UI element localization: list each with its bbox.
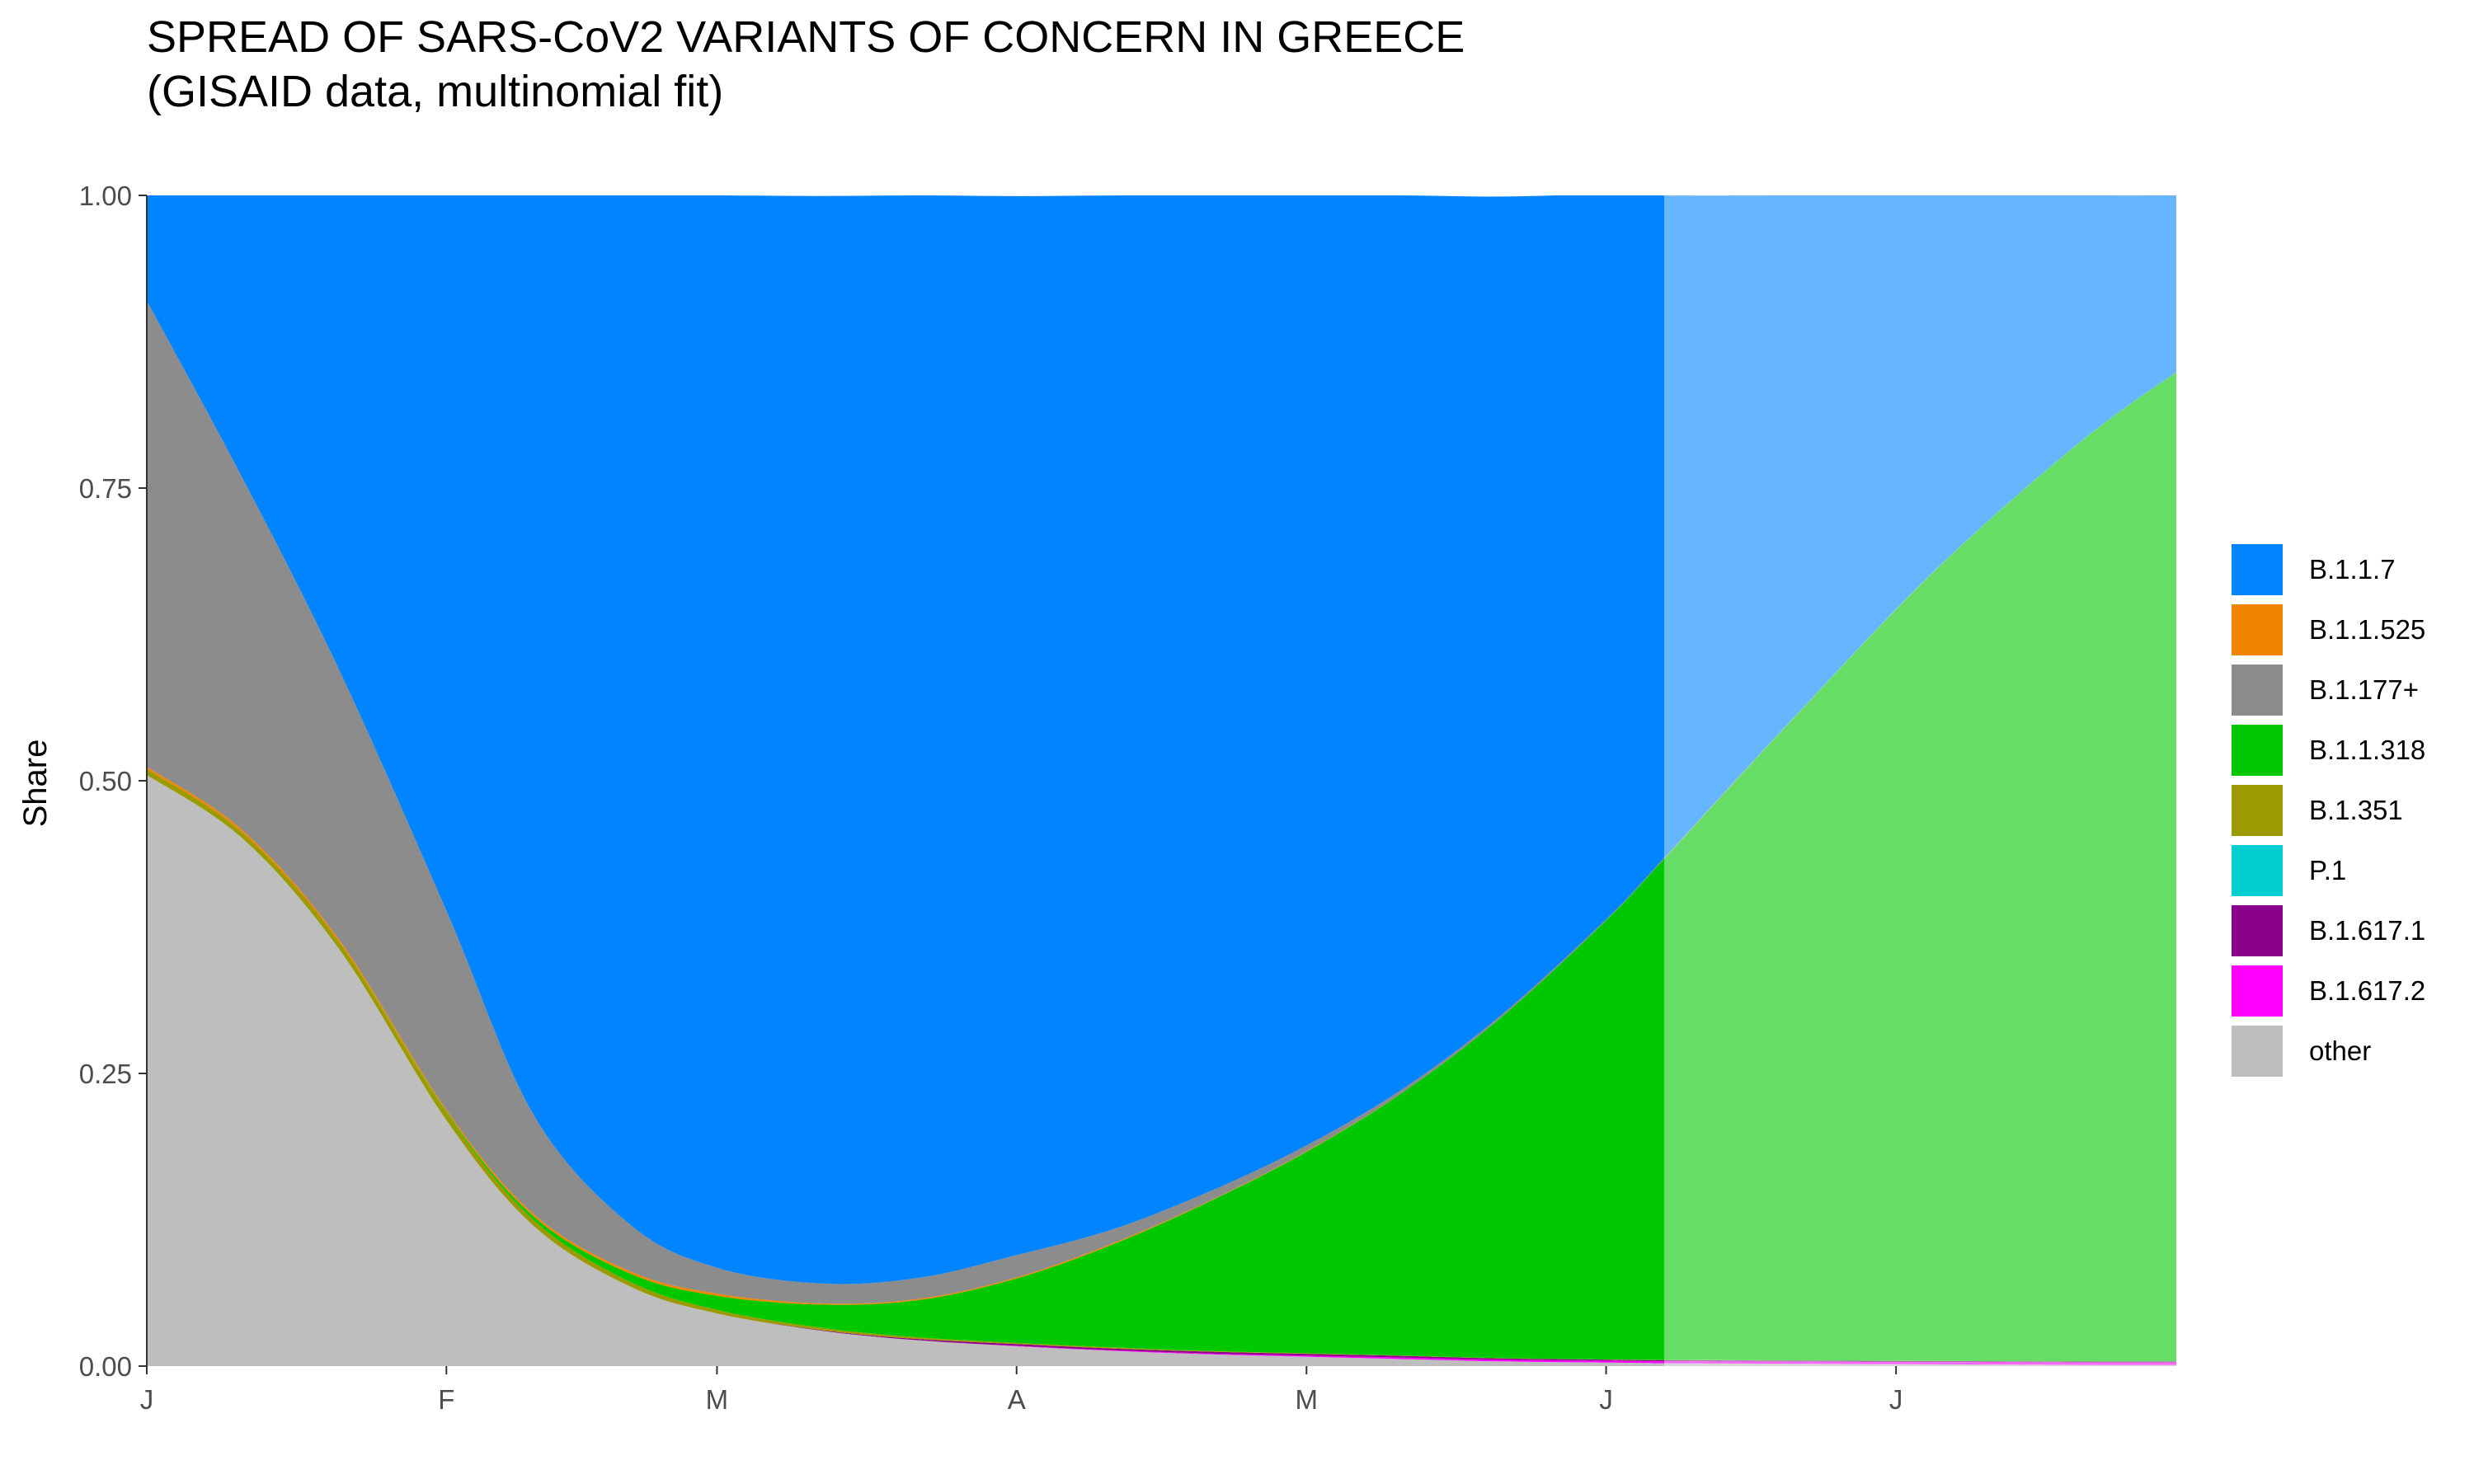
area-other — [147, 774, 1664, 1366]
area-b-1-617-1-projected — [1664, 1360, 2176, 1363]
x-tick-label: M — [706, 1384, 729, 1415]
legend-label: B.1.177+ — [2309, 674, 2420, 705]
legend-label: B.1.617.2 — [2309, 974, 2426, 1006]
area-b-1-1-318-projected — [1664, 372, 2176, 1362]
chart-title-line-1: SPREAD OF SARS-CoV2 VARIANTS OF CONCERN … — [147, 12, 1465, 62]
x-tick-label: J — [140, 1384, 154, 1415]
legend-key-swatch — [2230, 662, 2284, 717]
chart-title: SPREAD OF SARS-CoV2 VARIANTS OF CONCERN … — [147, 10, 1465, 119]
legend-label: B.1.351 — [2309, 794, 2403, 825]
legend-label: B.1.617.1 — [2309, 914, 2426, 946]
legend-item-b-1-1-525: B.1.1.525 — [2230, 599, 2425, 660]
legend-item-other: other — [2230, 1021, 2425, 1081]
legend: B.1.1.7 B.1.1.525 B.1.177+ B.1.1.318 B.1.351… — [2230, 539, 2425, 1081]
legend-item-b-1-351: B.1.351 — [2230, 780, 2425, 840]
legend-item-b-1-177: B.1.177+ — [2230, 660, 2425, 720]
area-b-1-1-7-projected — [1664, 195, 2176, 858]
projected-areas-group — [1664, 195, 2176, 1366]
y-tick-label: 0.25 — [79, 1059, 132, 1089]
legend-label: other — [2309, 1035, 2372, 1066]
legend-key-swatch — [2230, 963, 2284, 1018]
legend-key-swatch — [2230, 542, 2284, 597]
legend-label: B.1.1.525 — [2309, 613, 2426, 645]
y-tick-label: 0.50 — [79, 766, 132, 796]
legend-item-p-1: P.1 — [2230, 840, 2425, 900]
area-b-1-617-2-projected — [1664, 1361, 2176, 1365]
area-other-projected — [1664, 1363, 2176, 1366]
y-tick-label: 0.00 — [79, 1351, 132, 1382]
legend-key-swatch — [2230, 903, 2284, 958]
legend-key-swatch — [2230, 602, 2284, 657]
y-tick-label: 0.75 — [79, 473, 132, 504]
legend-item-b-1-617-2: B.1.617.2 — [2230, 960, 2425, 1021]
x-tick-label: A — [1008, 1384, 1026, 1415]
legend-item-b-1-1-7: B.1.1.7 — [2230, 539, 2425, 599]
fitted-areas-group — [147, 195, 1664, 1366]
legend-key-swatch — [2230, 782, 2284, 838]
x-tick-label: J — [1889, 1384, 1903, 1415]
legend-item-b-1-1-318: B.1.1.318 — [2230, 720, 2425, 780]
chart-subtitle: (GISAID data, multinomial fit) — [147, 67, 724, 116]
x-tick-label: J — [1599, 1384, 1613, 1415]
legend-label: B.1.1.318 — [2309, 734, 2426, 765]
y-axis-title: Share — [17, 740, 54, 828]
legend-label: P.1 — [2309, 854, 2347, 885]
area-b-1-1-7 — [147, 195, 1664, 1284]
x-tick-label: F — [438, 1384, 454, 1415]
area-b-1-1-318 — [147, 768, 1664, 1360]
legend-item-b-1-617-1: B.1.617.1 — [2230, 900, 2425, 960]
x-tick-label: M — [1296, 1384, 1319, 1415]
legend-key-swatch — [2230, 1023, 2284, 1078]
y-tick-label: 1.00 — [79, 181, 132, 211]
legend-label: B.1.1.7 — [2309, 553, 2396, 585]
y-axis: 0.00 0.25 0.50 0.75 1.00 — [79, 181, 148, 1382]
legend-key-swatch — [2230, 722, 2284, 777]
legend-key-swatch — [2230, 843, 2284, 898]
